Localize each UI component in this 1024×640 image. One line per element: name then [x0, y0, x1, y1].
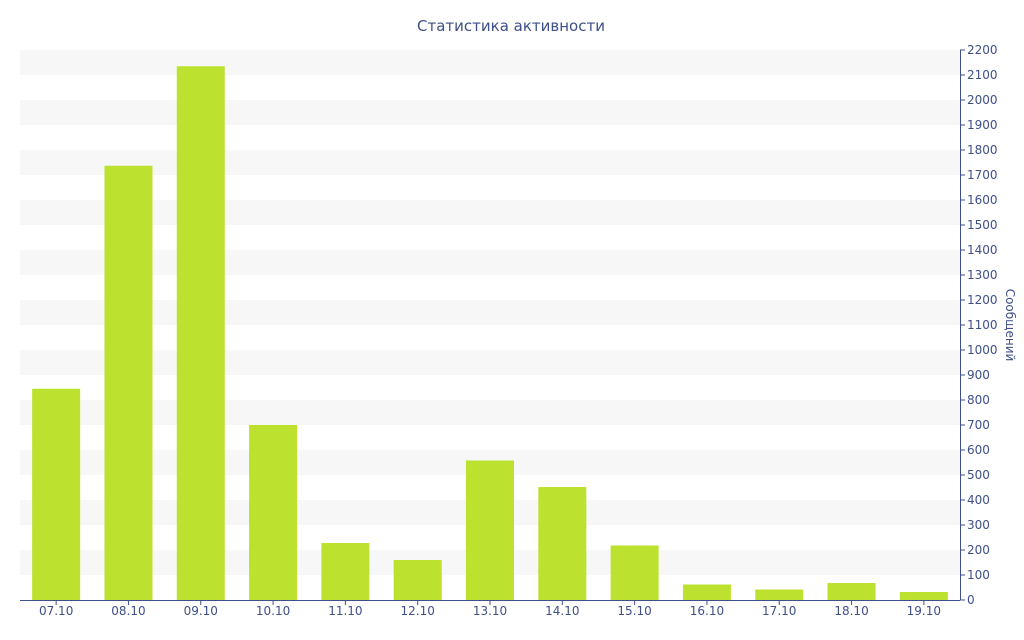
x-tick-label: 11.10	[328, 604, 362, 618]
x-tick-label: 18.10	[834, 604, 868, 618]
bar-15.10	[610, 545, 659, 600]
y-tick-label: 600	[967, 443, 990, 457]
y-tick-label: 200	[967, 543, 990, 557]
bar-13.10	[466, 460, 514, 600]
y-axis-title: Сообщений	[1003, 289, 1017, 362]
x-tick-label: 19.10	[907, 604, 941, 618]
x-tick-label: 09.10	[184, 604, 218, 618]
grid-band	[20, 200, 960, 225]
chart-title: Статистика активности	[417, 17, 605, 35]
bar-19.10	[899, 592, 948, 600]
y-tick-label: 500	[967, 468, 990, 482]
x-tick-label: 16.10	[690, 604, 724, 618]
grid-band	[20, 100, 960, 125]
x-tick-label: 14.10	[545, 604, 579, 618]
bar-09.10	[176, 66, 225, 600]
y-tick-label: 100	[967, 568, 990, 582]
x-tick-label: 07.10	[39, 604, 73, 618]
bar-08.10	[104, 165, 153, 600]
grid-band	[20, 150, 960, 175]
bar-14.10	[538, 487, 587, 600]
bar-18.10	[827, 583, 876, 600]
x-tick-label: 08.10	[111, 604, 145, 618]
y-tick-label: 900	[967, 368, 990, 382]
grid-band	[20, 300, 960, 325]
y-tick-label: 1900	[967, 118, 998, 132]
bars	[32, 66, 948, 600]
y-tick-label: 800	[967, 393, 990, 407]
grid-band	[20, 350, 960, 375]
grid-band	[20, 250, 960, 275]
bar-11.10	[321, 543, 370, 600]
bar-17.10	[755, 589, 804, 600]
bar-10.10	[249, 425, 298, 600]
y-tick-label: 1300	[967, 268, 998, 282]
grid-band	[20, 400, 960, 425]
y-tick-label: 300	[967, 518, 990, 532]
x-tick-label: 10.10	[256, 604, 290, 618]
x-tick-label: 13.10	[473, 604, 507, 618]
grid-band	[20, 50, 960, 75]
y-tick-label: 1700	[967, 168, 998, 182]
y-tick-label: 1800	[967, 143, 998, 157]
y-tick-label: 1200	[967, 293, 998, 307]
y-tick-label: 0	[967, 593, 975, 607]
y-tick-label: 2000	[967, 93, 998, 107]
x-axis: 07.10 08.10 09.10 10.10 11.10 12.10 13.10 14.10…	[20, 600, 960, 618]
y-tick-label: 400	[967, 493, 990, 507]
grid-bands	[20, 50, 960, 575]
bar-12.10	[393, 560, 442, 600]
y-tick-label: 1500	[967, 218, 998, 232]
y-tick-label: 1100	[967, 318, 998, 332]
bar-16.10	[682, 584, 731, 600]
y-tick-label: 1000	[967, 343, 998, 357]
y-tick-label: 700	[967, 418, 990, 432]
y-tick-label: 2200	[967, 43, 998, 57]
y-tick-label: 1400	[967, 243, 998, 257]
y-tick-label: 1600	[967, 193, 998, 207]
x-tick-label: 15.10	[617, 604, 651, 618]
y-axis: 0 100 200 300 400 500 600 700 800 900 1000 1100 1200…	[960, 43, 998, 607]
y-tick-label: 2100	[967, 68, 998, 82]
x-tick-label: 12.10	[401, 604, 435, 618]
x-tick-label: 17.10	[762, 604, 796, 618]
bar-07.10	[32, 388, 81, 600]
